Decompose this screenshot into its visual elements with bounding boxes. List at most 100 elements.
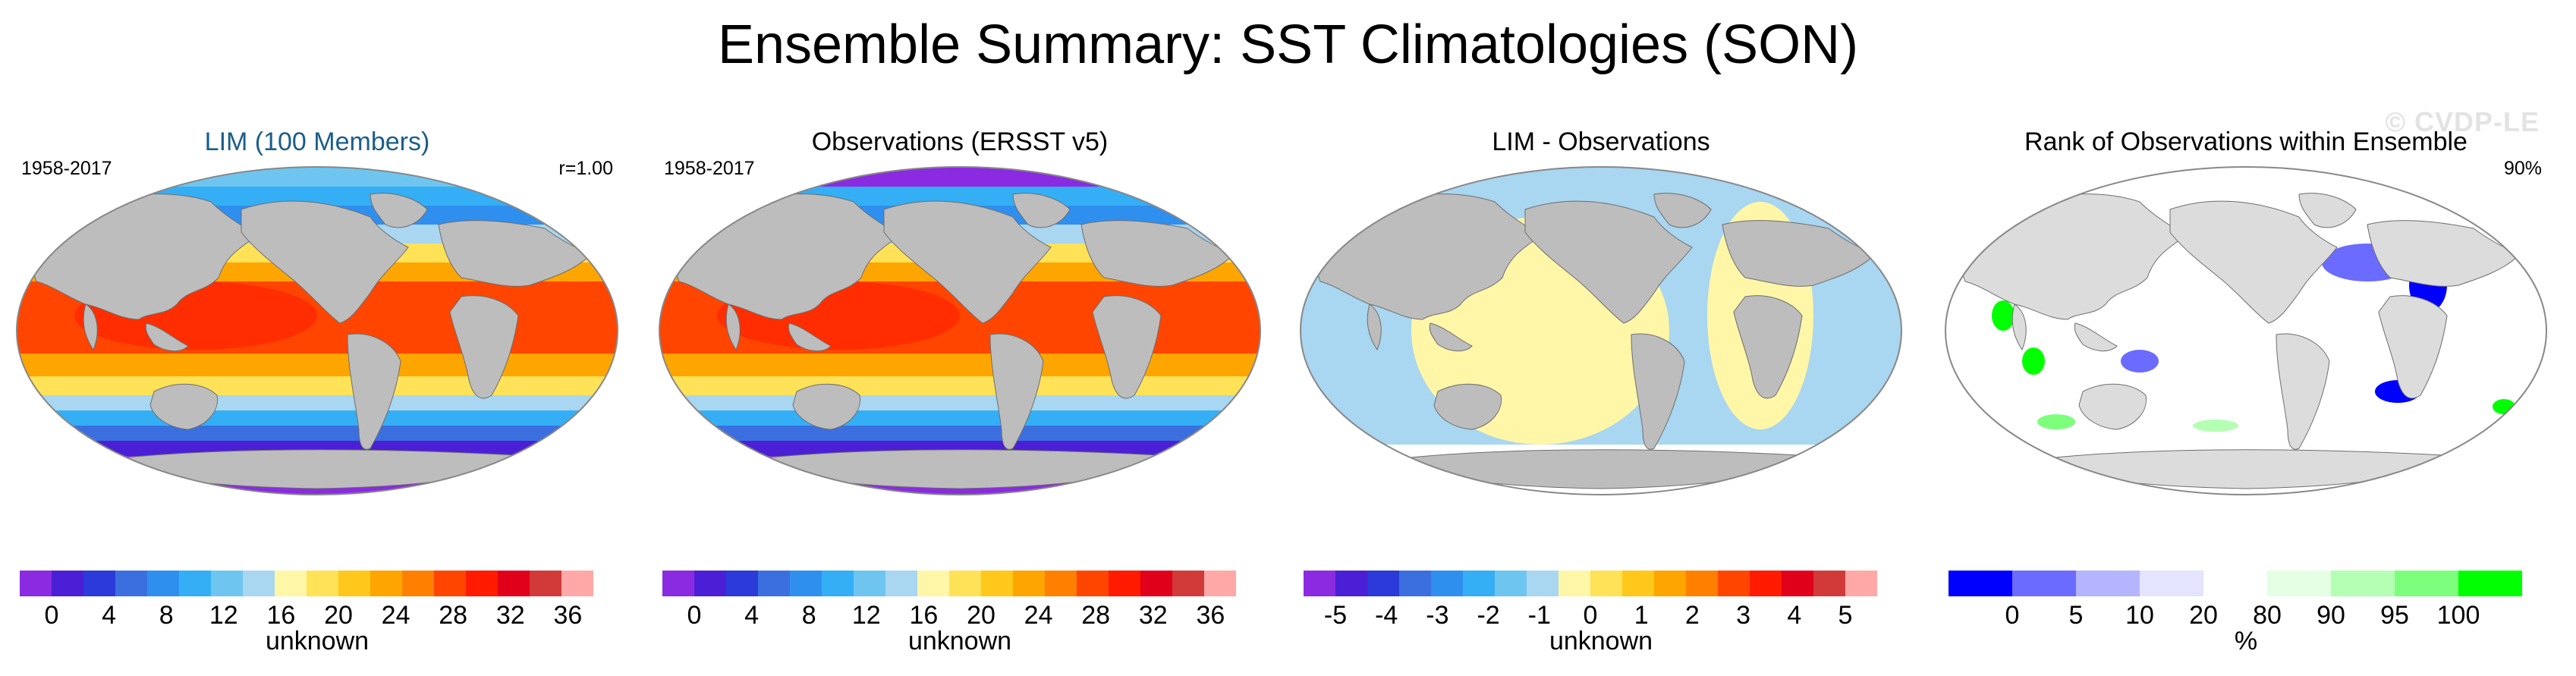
colorbar-tick-label: 10 (2125, 601, 2154, 630)
correlation-label: r=1.00 (558, 158, 613, 179)
colorbar-segment (1335, 571, 1367, 596)
colorbar-segment (115, 571, 147, 596)
colorbar-tick-label: 12 (851, 601, 881, 630)
colorbar-segment (2267, 571, 2331, 596)
colorbar-tick-label: 100 (2436, 601, 2480, 630)
colorbar-segment (854, 571, 885, 596)
land-australia (2078, 383, 2147, 430)
rank-anomaly (1992, 300, 2015, 331)
sst-band (659, 354, 1260, 376)
sst-band (17, 395, 618, 410)
colorbar-tick-label: 12 (209, 601, 238, 630)
colorbar-ticks: 0 4 8 12 16 20 24 28 32 36 (662, 601, 1236, 631)
land-samerica (347, 333, 401, 450)
colorbar-segment (2331, 571, 2395, 596)
colorbar-segment (83, 571, 115, 596)
colorbar-segment (1399, 571, 1431, 596)
land-antarctica (103, 449, 531, 489)
sst-band (659, 441, 1260, 456)
colorbar-segment (726, 571, 758, 596)
land-namerica (2169, 200, 2338, 324)
land-seasia (1429, 322, 1473, 351)
map-container (1942, 164, 2549, 498)
colorbar-tick-label: 5 (1838, 601, 1853, 630)
colorbar (20, 571, 593, 596)
colorbar-tick-label: 32 (1138, 601, 1168, 630)
colorbar-segment (1172, 571, 1204, 596)
world-map (1300, 166, 1902, 495)
colorbar-segment (434, 571, 466, 596)
colorbar-segment (2012, 571, 2076, 596)
colorbar-tick-label: 2 (1684, 601, 1700, 630)
sst-band (17, 354, 618, 376)
colorbar-segment (1622, 571, 1654, 596)
land-antarctica (746, 449, 1174, 489)
colorbar-ticks: -5 -4 -3 -2 -1 0 1 2 3 4 5 (1304, 601, 1877, 631)
colorbar (1949, 571, 2522, 596)
land-namerica (1524, 200, 1693, 324)
colorbar-tick-label: 4 (1787, 601, 1802, 630)
map-border (16, 166, 618, 495)
colorbar-segment (52, 571, 83, 596)
land-samerica (1631, 333, 1685, 450)
colorbar (1304, 571, 1877, 596)
colorbar-segment (1140, 571, 1172, 596)
colorbar-segment (981, 571, 1013, 596)
map-border (659, 166, 1261, 495)
colorbar-segment (1590, 571, 1622, 596)
rank-anomaly (2022, 347, 2045, 375)
panel-title: Observations (ERSST v5) (811, 127, 1109, 156)
land-antarctica (2032, 449, 2460, 489)
colorbar-segment (1654, 571, 1686, 596)
rank-anomaly (2428, 187, 2458, 202)
figure-title: Ensemble Summary: SST Climatologies (SON… (717, 14, 1859, 75)
world-map (1945, 166, 2547, 495)
colorbar-tick-label: 80 (2253, 601, 2282, 630)
colorbar-segment (1949, 571, 2012, 596)
colorbar-segment (243, 571, 275, 596)
land-africa (2378, 295, 2448, 399)
colorbar-segment (917, 571, 949, 596)
colorbar-tick-label: 5 (2068, 601, 2084, 630)
colorbar-segment (2140, 571, 2203, 596)
colorbar-tick-label: -1 (1527, 601, 1551, 630)
watermark: © CVDP-LE (2385, 106, 2540, 137)
land-europe (438, 220, 591, 287)
colorbar-segment (1367, 571, 1399, 596)
colorbar-ticks: 0 5 10 20 80 90 95 100 (1949, 601, 2522, 631)
colorbar-segment (561, 571, 593, 596)
colorbar-tick-label: 95 (2380, 601, 2409, 630)
colorbar-tick-label: 20 (2189, 601, 2218, 630)
map-border (1300, 166, 1902, 495)
land-australia (792, 383, 861, 430)
sst-band (17, 426, 618, 441)
colorbar-segment (1304, 571, 1335, 596)
colorbar-segment (1109, 571, 1140, 596)
sst-band (659, 395, 1260, 410)
colorbar-segment (370, 571, 402, 596)
colorbar-tick-label: 28 (439, 601, 468, 630)
colorbar-segment (694, 571, 726, 596)
land-europe (1722, 220, 1875, 287)
colorbar-segment (885, 571, 917, 596)
world-map (659, 166, 1261, 495)
land-australia (1433, 383, 1502, 430)
sst-band (17, 410, 618, 426)
colorbar-segment (1431, 571, 1463, 596)
colorbar-segment (1527, 571, 1558, 596)
colorbar-segment (1845, 571, 1877, 596)
colorbar-segment (662, 571, 694, 596)
colorbar-segment (1558, 571, 1590, 596)
colorbar-unit-label: unknown (1549, 627, 1653, 656)
colorbar-tick-label: -2 (1477, 601, 1500, 630)
colorbar-tick-label: 32 (495, 601, 525, 630)
colorbar-tick-label: 90 (2317, 601, 2345, 630)
land-samerica (989, 333, 1044, 450)
land-namerica (883, 200, 1052, 324)
colorbar-segment (1463, 571, 1495, 596)
panel-title: LIM (100 Members) (204, 127, 430, 156)
colorbar-tick-label: 4 (744, 601, 760, 630)
colorbar-segment (1013, 571, 1045, 596)
land-seasia (788, 322, 832, 351)
sst-band (17, 376, 618, 395)
